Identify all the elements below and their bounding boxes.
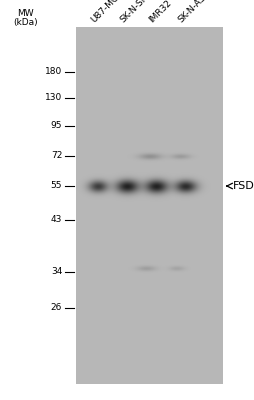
Text: 43: 43 — [51, 216, 62, 224]
Text: 95: 95 — [51, 122, 62, 130]
Text: 130: 130 — [45, 94, 62, 102]
Text: FSD1: FSD1 — [232, 181, 254, 191]
Text: 180: 180 — [45, 68, 62, 76]
Text: SK-N-SH: SK-N-SH — [118, 0, 150, 25]
Text: 34: 34 — [51, 268, 62, 276]
Text: IMR32: IMR32 — [147, 0, 173, 25]
Text: 26: 26 — [51, 304, 62, 312]
Text: U87-MG: U87-MG — [89, 0, 121, 25]
Bar — [76, 28, 224, 384]
Text: 72: 72 — [51, 152, 62, 160]
Text: SK-N-AS: SK-N-AS — [177, 0, 208, 25]
Text: MW: MW — [17, 10, 34, 18]
Text: 55: 55 — [51, 182, 62, 190]
Text: (kDa): (kDa) — [13, 18, 38, 26]
